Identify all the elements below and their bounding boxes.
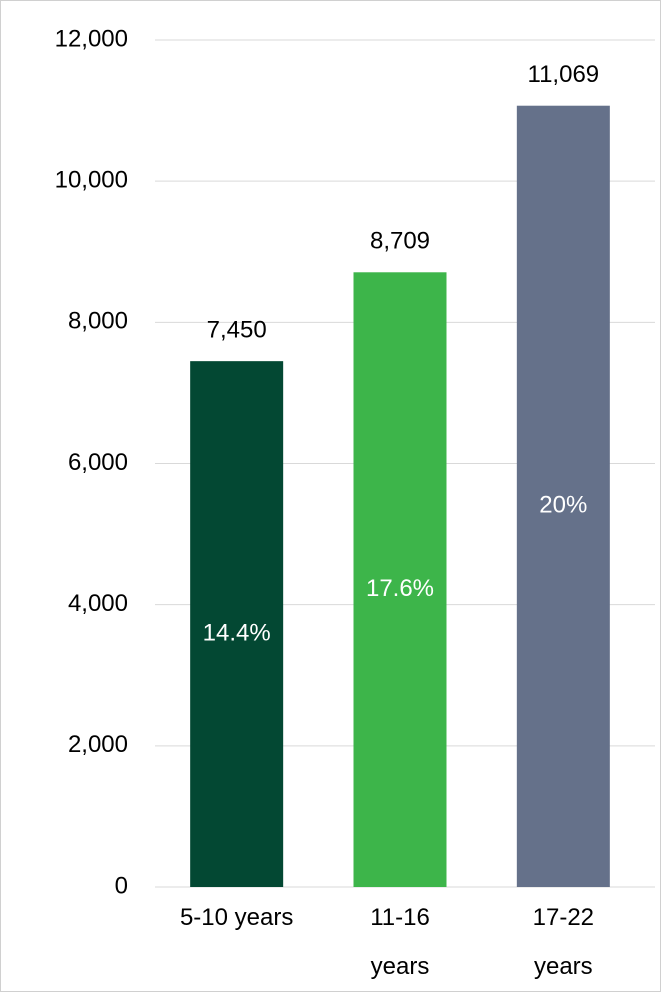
value-label: 8,709: [370, 228, 430, 255]
y-tick-label: 10,000: [55, 167, 128, 194]
bar: [516, 105, 610, 888]
y-tick-label: 4,000: [68, 590, 128, 617]
y-tick-label: 0: [115, 872, 128, 899]
y-tick-label: 6,000: [68, 449, 128, 476]
share-label: 14.4%: [203, 619, 271, 646]
x-tick-label: 17-22 years: [532, 904, 595, 980]
bar: [353, 272, 447, 887]
x-tick-label: 11-16 years: [370, 904, 430, 980]
y-tick-label: 12,000: [55, 25, 128, 52]
y-tick-label: 2,000: [68, 731, 128, 758]
share-label: 20%: [539, 492, 587, 519]
bar: [190, 361, 284, 887]
y-tick-label: 8,000: [68, 308, 128, 335]
value-label: 7,450: [207, 316, 267, 343]
x-tick-label: 5-10 years: [179, 904, 294, 931]
share-label: 17.6%: [366, 575, 434, 602]
value-label: 11,069: [528, 61, 600, 88]
